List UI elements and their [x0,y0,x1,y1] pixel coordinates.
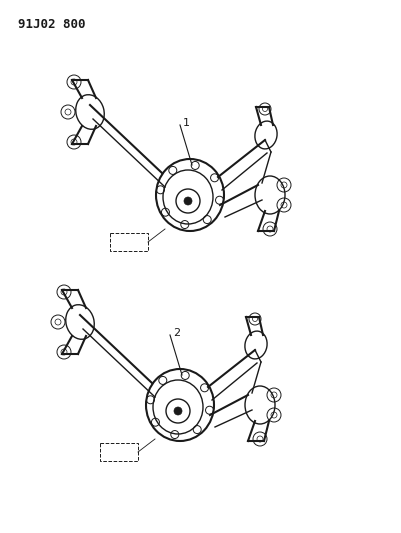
Bar [100,443,138,461]
Text: 91J02 800: 91J02 800 [18,18,85,31]
Text: 2: 2 [173,328,180,338]
Circle shape [184,197,192,205]
Circle shape [174,407,182,415]
Text: 1: 1 [183,118,190,128]
Bar [110,233,148,251]
